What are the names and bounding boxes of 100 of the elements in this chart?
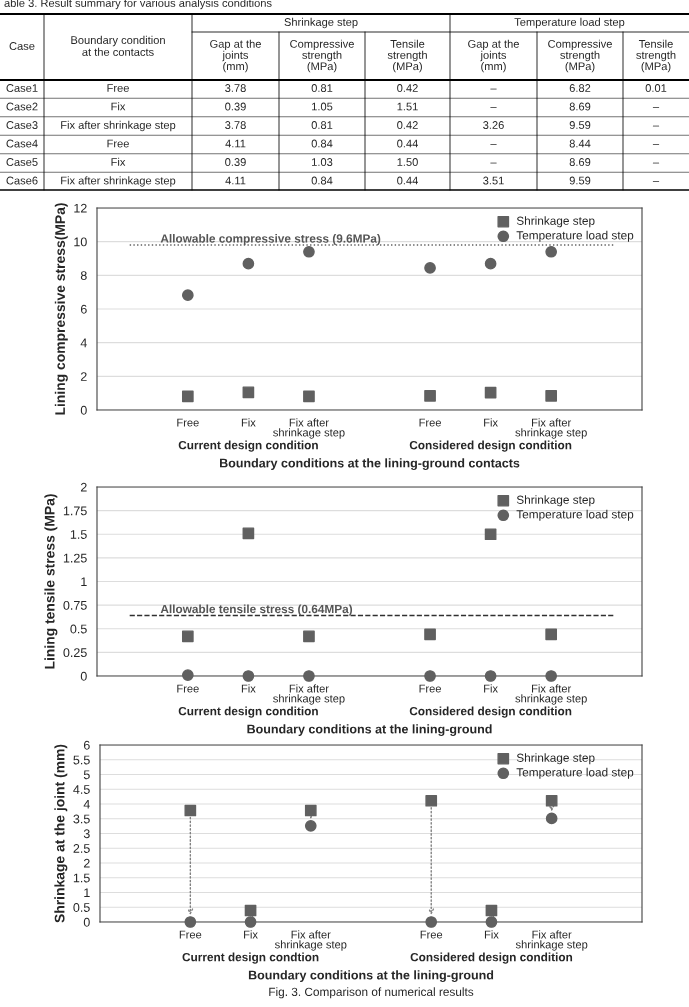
text: Current design condtion: [182, 952, 319, 964]
x-tick-label: Fix: [484, 418, 498, 427]
point: [304, 819, 317, 832]
point: [242, 670, 255, 682]
text: Considered design condition: [409, 706, 572, 718]
text: Current design condition: [178, 440, 318, 452]
y-tick-label: 4: [83, 799, 90, 809]
text: 0.81: [311, 121, 333, 129]
point: [545, 812, 558, 825]
text: 4.11: [225, 139, 246, 148]
legend-label: Shrinkage step: [516, 495, 595, 507]
y-tick-label: 0.5: [73, 903, 90, 912]
text: Case2: [6, 102, 38, 111]
y-tick-label: 1: [81, 577, 87, 587]
point: [424, 262, 436, 274]
point: [425, 916, 438, 928]
x-tick-label: Free: [177, 418, 199, 427]
legend-label: Temperature load step: [516, 230, 634, 242]
text: 0.01: [645, 84, 667, 92]
text: 1.03: [312, 158, 333, 166]
x-axis-title: Boundary conditions at the lining-ground: [247, 724, 492, 737]
legend-label: Temperature load step: [516, 767, 634, 779]
text: –: [652, 144, 660, 145]
point: [545, 245, 558, 258]
text: –: [652, 162, 660, 164]
x-tick-label: Fix: [484, 930, 499, 939]
y-axis-title: Lining compressive stress(MPa): [54, 203, 68, 415]
text: –: [490, 144, 497, 145]
x-axis-title: Boundary conditions at the lining-ground contacts: [220, 458, 520, 471]
x-tick-label: Free: [179, 930, 202, 939]
text: Free: [107, 139, 129, 148]
text: Tensile strength (MPa): [387, 39, 427, 73]
text: Current design condition: [178, 706, 318, 718]
text: Fix: [111, 157, 126, 166]
point: [484, 670, 497, 682]
x-tick-label: Fix: [241, 418, 256, 427]
text: 8.69: [569, 102, 591, 111]
y-tick-label: 2: [83, 858, 90, 868]
point: [303, 670, 315, 682]
x-tick-label: Fix after shrinkage step: [274, 930, 347, 951]
x-tick-label: Fix after shrinkage step: [273, 418, 345, 439]
text: Case: [9, 42, 35, 50]
legend-label: Shrinkage step: [516, 753, 595, 765]
legend-label: Temperature load step: [516, 509, 634, 521]
text: 3.78: [225, 84, 246, 92]
text: 4.11: [225, 176, 246, 185]
text: Gap at the joints (mm): [210, 39, 261, 73]
point: [242, 527, 255, 540]
x-tick-label: Fix after shrinkage step: [515, 418, 587, 439]
text: 3.78: [225, 121, 246, 129]
x-tick-label: Free: [177, 684, 199, 693]
text: Shrinkage step: [284, 17, 358, 29]
point: [545, 628, 558, 641]
y-tick-label: 0.75: [63, 600, 87, 610]
point: [484, 257, 497, 270]
y-tick-label: 3.5: [73, 814, 90, 824]
text: 0.39: [225, 102, 246, 111]
text: Boundary condition at the contacts: [71, 35, 165, 56]
point: [242, 257, 255, 270]
x-tick-label: Fix after shrinkage step: [515, 684, 587, 705]
text: 8.44: [569, 139, 591, 148]
text: 0.42: [397, 84, 418, 92]
point: [545, 794, 558, 807]
y-tick-label: 8: [80, 271, 87, 280]
text: 9.59: [569, 121, 591, 129]
point: [484, 528, 497, 541]
point: [485, 916, 498, 928]
x-tick-label: Fix: [244, 930, 258, 939]
text: –: [490, 88, 497, 90]
text: –: [490, 107, 497, 108]
text: 9.59: [569, 176, 591, 185]
text: Fix after shrinkage step: [61, 176, 176, 187]
text: Case4: [6, 139, 38, 148]
text: Compressive strength (MPa): [290, 39, 354, 73]
text: Considered design condition: [409, 440, 572, 452]
x-axis-title: Boundary conditions at the lining-ground: [248, 970, 494, 983]
y-tick-label: 0.25: [63, 648, 87, 658]
text: Fix after shrinkage step: [61, 120, 176, 132]
x-tick-label: Free: [419, 684, 441, 693]
y-tick-label: 1.5: [73, 873, 90, 883]
point: [545, 390, 558, 402]
x-tick-label: Fix after shrinkage step: [273, 684, 345, 705]
point: [425, 794, 438, 807]
point: [242, 386, 255, 399]
text: 3.51: [483, 176, 504, 185]
text: Case6: [6, 176, 38, 185]
text: 0.44: [397, 139, 418, 148]
text: –: [652, 107, 660, 108]
text: Tensile strength (MPa): [636, 39, 676, 73]
point: [181, 390, 194, 403]
y-tick-label: 2: [80, 482, 87, 492]
text: 0.39: [225, 158, 246, 166]
ref-line-label: Allowable compressive stress (9.6MPa): [160, 234, 381, 246]
y-tick-label: 4.5: [73, 785, 90, 794]
point: [184, 916, 197, 928]
point: [303, 630, 315, 643]
x-tick-label: Fix: [241, 684, 256, 693]
point: [545, 670, 558, 682]
y-tick-label: 2.5: [73, 844, 90, 853]
point: [244, 904, 257, 917]
